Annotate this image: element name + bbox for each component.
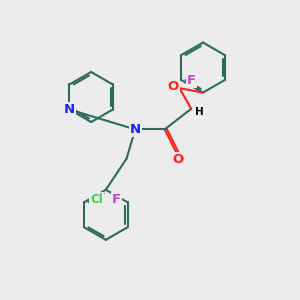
Text: N: N — [64, 103, 75, 116]
Text: F: F — [112, 193, 121, 206]
Text: O: O — [172, 153, 184, 166]
Text: H: H — [195, 107, 204, 117]
Text: F: F — [187, 74, 196, 87]
Text: N: N — [130, 123, 141, 136]
Text: Cl: Cl — [90, 193, 103, 206]
Text: O: O — [167, 80, 178, 93]
